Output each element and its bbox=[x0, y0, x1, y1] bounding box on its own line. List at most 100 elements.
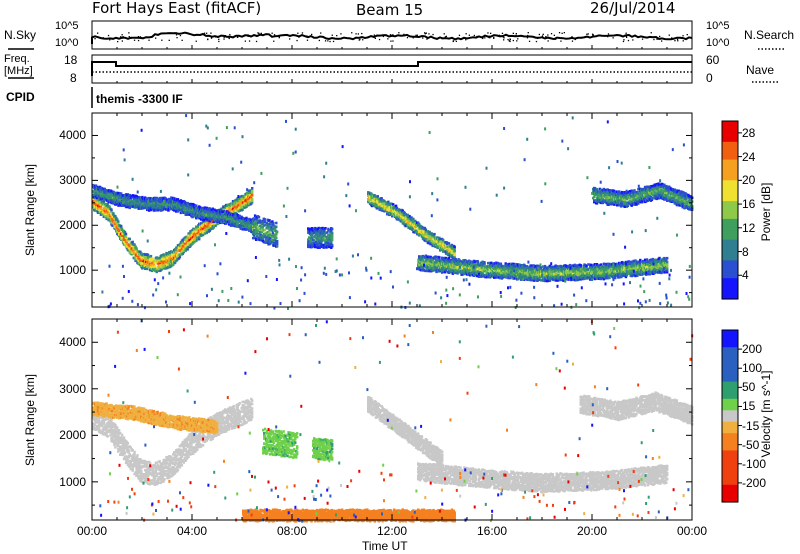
echo-cell bbox=[381, 209, 384, 212]
echo-cell bbox=[328, 228, 331, 232]
echo-cell bbox=[251, 190, 254, 194]
echo-cell bbox=[325, 235, 328, 239]
echo-cell bbox=[241, 226, 244, 229]
echo-cell bbox=[426, 258, 429, 261]
echo-cell bbox=[430, 256, 433, 260]
echo-cell bbox=[110, 191, 113, 194]
echo-cell bbox=[251, 188, 254, 192]
echo-cell bbox=[274, 228, 277, 231]
echo-cell bbox=[392, 203, 395, 206]
echo-cell bbox=[318, 239, 321, 243]
echo-cell bbox=[404, 221, 407, 225]
echo-cell bbox=[266, 241, 269, 244]
echo-cell bbox=[441, 259, 444, 263]
echo-cell bbox=[182, 209, 185, 213]
echo-cell bbox=[104, 191, 107, 194]
echo-cell bbox=[213, 208, 216, 212]
echo-cell bbox=[161, 200, 164, 203]
echo-cell bbox=[309, 239, 313, 242]
echo-cell bbox=[479, 275, 482, 278]
echo-cell bbox=[93, 200, 97, 204]
echo-cell bbox=[173, 261, 177, 265]
echo-cell bbox=[320, 236, 323, 239]
echo-cell bbox=[173, 209, 176, 212]
echo-cell bbox=[149, 257, 153, 261]
echo-cell bbox=[435, 261, 438, 265]
echo-cell bbox=[107, 200, 110, 204]
echo-cell bbox=[319, 234, 322, 237]
echo-cell bbox=[256, 221, 260, 224]
echo-cell bbox=[208, 229, 211, 232]
echo-cell bbox=[181, 241, 184, 245]
echo-cell bbox=[312, 241, 316, 245]
echo-cell bbox=[172, 263, 175, 267]
echo-cell bbox=[255, 232, 259, 235]
echo-cell bbox=[461, 273, 464, 276]
echo-cell bbox=[102, 201, 105, 204]
echo-cell bbox=[120, 201, 123, 205]
echo-cell bbox=[139, 259, 142, 262]
echo-cell bbox=[253, 231, 256, 234]
echo-cell bbox=[269, 237, 272, 240]
echo-cell bbox=[256, 219, 260, 223]
echo-cell bbox=[112, 202, 115, 205]
echo-cell bbox=[473, 266, 477, 269]
echo-cell bbox=[420, 228, 424, 232]
echo-cell bbox=[229, 208, 233, 212]
echo-cell bbox=[326, 231, 329, 234]
echo-cell bbox=[408, 214, 411, 218]
echo-cell bbox=[203, 232, 207, 235]
echo-cell bbox=[445, 267, 449, 270]
echo-cell bbox=[248, 189, 251, 192]
echo-cell bbox=[123, 204, 127, 207]
echo-cell bbox=[250, 227, 253, 231]
echo-cell bbox=[251, 193, 254, 197]
echo-cell bbox=[381, 202, 384, 206]
echo-cell bbox=[276, 239, 279, 243]
echo-cell bbox=[143, 254, 146, 258]
echo-cell bbox=[95, 209, 99, 213]
echo-cell bbox=[323, 230, 326, 233]
echo-cell bbox=[608, 276, 611, 280]
echo-cell bbox=[180, 247, 184, 251]
echo-cell bbox=[99, 209, 103, 212]
echo-cell bbox=[473, 267, 477, 271]
echo-cell bbox=[666, 256, 669, 260]
echo-cell bbox=[245, 216, 248, 220]
echo-cell bbox=[100, 200, 104, 204]
echo-cell bbox=[274, 238, 277, 241]
echo-cell bbox=[208, 207, 211, 210]
echo-cell bbox=[423, 269, 427, 273]
echo-cell bbox=[215, 220, 218, 223]
echo-cell bbox=[127, 239, 131, 243]
echo-cell bbox=[155, 270, 158, 274]
echo-cell bbox=[418, 230, 421, 234]
echo-cell bbox=[176, 198, 180, 201]
echo-cell bbox=[202, 218, 206, 222]
echo-cell bbox=[94, 184, 98, 187]
echo-cell bbox=[471, 263, 475, 266]
echo-cell bbox=[211, 217, 214, 220]
echo-cell bbox=[442, 240, 445, 244]
echo-cell bbox=[198, 236, 201, 239]
echo-cell bbox=[276, 244, 279, 248]
echo-cell bbox=[451, 261, 454, 264]
echo-cell bbox=[187, 232, 190, 235]
echo-cell bbox=[436, 266, 439, 270]
echo-cell bbox=[445, 241, 449, 244]
echo-cell bbox=[109, 220, 112, 223]
echo-cell bbox=[330, 242, 333, 246]
echo-cell bbox=[316, 246, 319, 249]
echo-cell bbox=[314, 245, 318, 249]
echo-cell bbox=[221, 210, 224, 214]
echo-cell bbox=[444, 257, 448, 260]
echo-cell bbox=[198, 237, 201, 241]
echo-cell bbox=[257, 215, 261, 219]
echo-cell bbox=[253, 225, 256, 228]
echo-cell bbox=[418, 222, 421, 226]
echo-cell bbox=[252, 236, 255, 240]
echo-cell bbox=[117, 220, 120, 223]
echo-cell bbox=[329, 234, 332, 238]
echo-cell bbox=[182, 245, 185, 248]
echo-cell bbox=[388, 206, 391, 209]
